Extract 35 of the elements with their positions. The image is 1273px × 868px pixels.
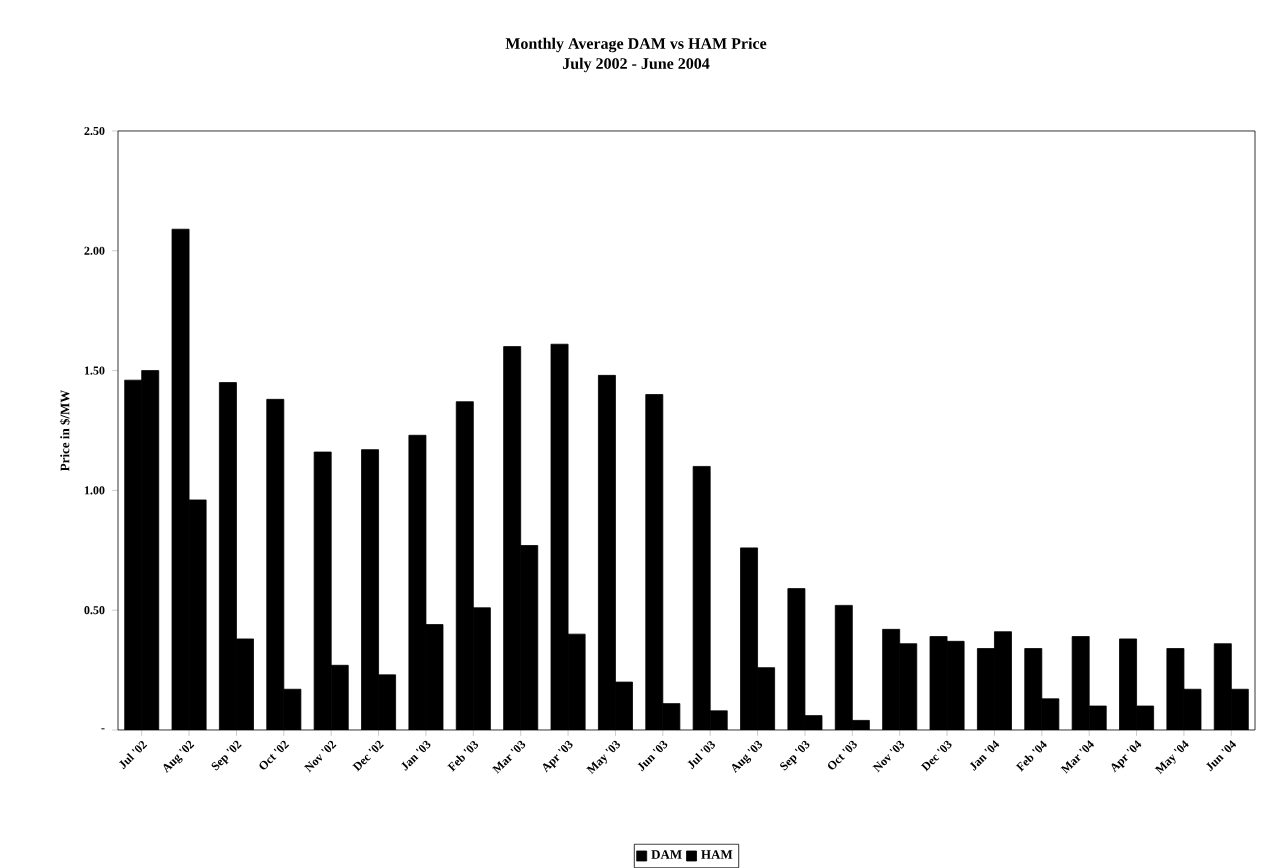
x-tick-label: Oct '02 (259, 740, 290, 770)
x-tick-label: Nov '03 (872, 740, 905, 773)
chart-title: Monthly Average DAM vs HAM Price (505, 37, 767, 53)
x-tick-label: Mar '04 (1060, 740, 1095, 774)
x-tick-label: Apr '04 (1111, 740, 1142, 773)
x-tick-label: Feb '04 (1015, 740, 1047, 772)
x-tick-label: Sep '03 (780, 740, 810, 771)
y-tick-label: 0.50 (84, 606, 105, 615)
x-tick-label: Oct '03 (828, 740, 857, 770)
x-tick-label: Apr '03 (543, 740, 573, 773)
y-tick-label: - (101, 728, 105, 730)
legend-label: HAM (701, 850, 733, 859)
x-tick-label: Jul '03 (687, 740, 715, 770)
legend-label: DAM (651, 850, 682, 859)
x-tick-label: Nov '02 (303, 740, 337, 773)
x-tick-label: May '03 (586, 740, 620, 775)
x-tick-label: Dec '03 (920, 740, 952, 772)
y-tick-label: 1.50 (84, 366, 105, 375)
x-tick-label: Feb '03 (447, 740, 479, 772)
x-tick-label: Aug '03 (732, 740, 763, 773)
x-tick-label: Jun '03 (637, 740, 668, 772)
y-tick-label: 1.00 (84, 486, 105, 495)
x-tick-label: Jun '04 (1206, 740, 1237, 772)
chart-subtitle: July 2002 - June 2004 (562, 57, 710, 73)
y-tick-label: 2.00 (84, 246, 105, 255)
x-tick-label: May '04 (1154, 740, 1189, 775)
x-tick-label: Mar '03 (491, 740, 526, 774)
x-tick-label: Aug '02 (163, 740, 195, 773)
y-tick-label: 2.50 (84, 126, 105, 135)
x-tick-label: Jul '02 (119, 740, 148, 770)
x-tick-label: Sep '02 (211, 740, 242, 771)
y-axis-title: Price in $/MW (59, 389, 71, 471)
x-tick-label: Jan '03 (401, 740, 431, 771)
x-tick-label: Jan '04 (969, 740, 1000, 771)
x-tick-label: Dec '02 (352, 740, 384, 772)
